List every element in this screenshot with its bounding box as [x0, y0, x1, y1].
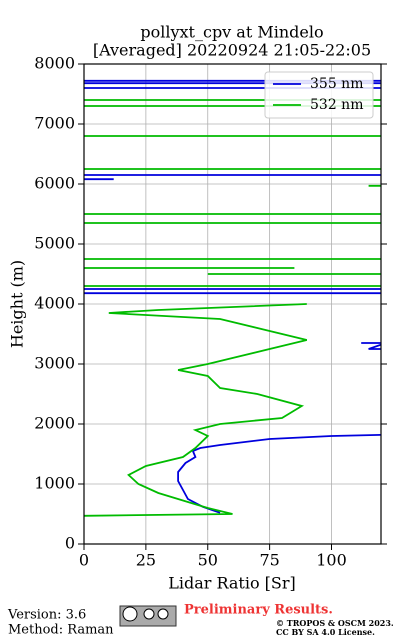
legend-label: 355 nm: [310, 76, 363, 92]
license: CC BY SA 4.0 License.: [276, 627, 375, 637]
plot-frame: [83, 63, 382, 545]
y-tick-label: 4000: [34, 294, 75, 313]
y-tick-label: 1000: [34, 474, 75, 493]
x-tick-label: 0: [79, 551, 89, 570]
line-series: [84, 99, 381, 517]
sa-icon: [157, 608, 169, 620]
chart-subtitle: [Averaged] 20220924 21:05-22:05: [93, 41, 371, 60]
x-tick-label: 100: [316, 551, 347, 570]
y-tick-label: 0: [65, 534, 75, 553]
plot-area: [84, 79, 381, 517]
by-icon: [143, 608, 155, 620]
x-axis-label: Lidar Ratio [Sr]: [168, 574, 296, 593]
y-tick-label: 5000: [34, 234, 75, 253]
x-tick-label: 75: [259, 551, 279, 570]
y-tick-label: 3000: [34, 354, 75, 373]
y-axis-label: Height (m): [8, 260, 27, 348]
x-tick-label: 50: [198, 551, 218, 570]
line-series: [84, 79, 381, 514]
method: Method: Raman: [8, 623, 114, 638]
version: Version: 3.6: [7, 608, 86, 623]
preliminary: Preliminary Results.: [184, 603, 333, 618]
footer: Version: 3.6 Method: Raman Preliminary R…: [7, 603, 394, 638]
x-tick-label: 25: [136, 551, 156, 570]
legend-label: 532 nm: [310, 97, 363, 113]
cc-icon: [122, 606, 138, 622]
y-tick-label: 6000: [34, 174, 75, 193]
y-tick-label: 2000: [34, 414, 75, 433]
chart-title: pollyxt_cpv at Mindelo: [140, 23, 323, 42]
copyright: © TROPOS & OSCM 2023.: [276, 618, 394, 628]
y-tick-label: 8000: [34, 54, 75, 73]
y-tick-label: 7000: [34, 114, 75, 133]
